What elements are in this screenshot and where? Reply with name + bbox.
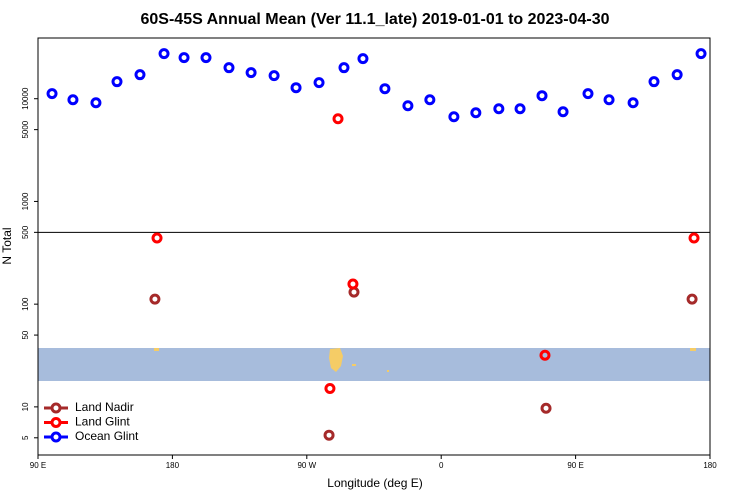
point: [90, 97, 102, 109]
y-tick-label: 500: [21, 225, 30, 239]
point: [158, 48, 170, 60]
point: [448, 111, 460, 123]
point: [686, 293, 698, 305]
point: [200, 52, 212, 64]
point: [470, 107, 482, 119]
y-tick-label: 100: [21, 297, 30, 311]
point: [245, 67, 257, 79]
point: [290, 82, 302, 94]
point: [648, 76, 660, 88]
y-tick-label: 5: [21, 435, 30, 440]
point: [46, 88, 58, 100]
legend-label: Ocean Glint: [75, 429, 139, 443]
land-patch: [387, 370, 389, 372]
x-axis-label: Longitude (deg E): [327, 476, 422, 490]
legend-marker: [50, 431, 62, 443]
point: [582, 88, 594, 100]
y-tick-label: 10: [21, 402, 30, 411]
point: [695, 48, 707, 60]
x-tick-label: 180: [703, 461, 717, 470]
point: [178, 52, 190, 64]
point: [332, 113, 344, 125]
chart-title: 60S-45S Annual Mean (Ver 11.1_late) 2019…: [141, 11, 610, 28]
land-patch: [329, 348, 343, 372]
point: [347, 278, 359, 290]
point: [357, 53, 369, 65]
legend-marker: [50, 402, 62, 414]
point: [540, 402, 552, 414]
point: [151, 232, 163, 244]
point: [603, 94, 615, 106]
point: [536, 90, 548, 102]
land-patch: [352, 364, 356, 366]
point: [424, 94, 436, 106]
point: [688, 232, 700, 244]
point: [338, 62, 350, 74]
point: [111, 76, 123, 88]
point: [323, 429, 335, 441]
point: [557, 106, 569, 118]
x-tick-label: 180: [166, 461, 180, 470]
point: [514, 103, 526, 115]
legend-label: Land Nadir: [75, 400, 134, 414]
point: [149, 293, 161, 305]
x-tick-label: 90 E: [30, 461, 46, 470]
x-tick-label: 90 W: [297, 461, 316, 470]
point: [627, 97, 639, 109]
plot-frame: [37, 37, 711, 456]
y-tick-label: 50: [21, 330, 30, 339]
point: [313, 77, 325, 89]
y-tick-label: 10000: [21, 87, 30, 110]
land-patch: [154, 348, 159, 351]
legend-marker: [50, 417, 62, 428]
point: [223, 62, 235, 74]
point: [268, 70, 280, 82]
ocean-strip: [38, 348, 710, 381]
land-mask-strip: [38, 348, 710, 381]
point: [402, 100, 414, 112]
point: [379, 83, 391, 95]
legend-label: Land Glint: [75, 415, 130, 429]
point: [493, 103, 505, 115]
y-tick-label: 1000: [21, 192, 30, 210]
y-tick-label: 5000: [21, 120, 30, 138]
point: [134, 69, 146, 81]
point: [324, 382, 336, 394]
x-tick-label: 90 E: [567, 461, 583, 470]
point: [539, 349, 551, 361]
x-tick-label: 0: [439, 461, 444, 470]
point: [671, 69, 683, 81]
y-axis-label: N Total: [0, 227, 14, 264]
point: [67, 94, 79, 106]
land-patch: [690, 348, 696, 351]
